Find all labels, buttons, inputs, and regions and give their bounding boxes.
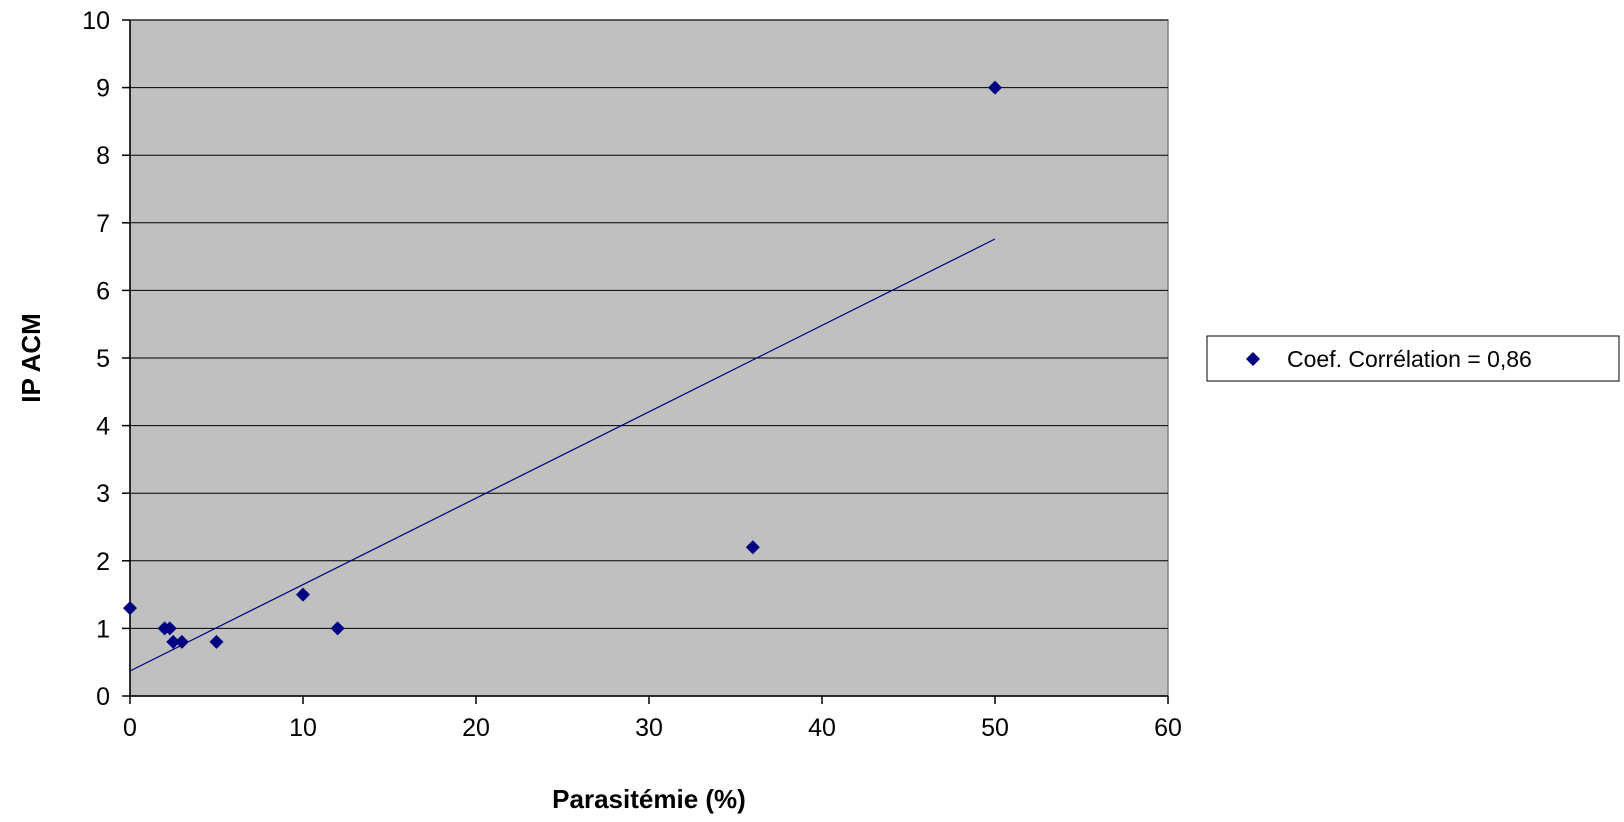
y-tick-label: 7 <box>96 210 110 238</box>
axes <box>129 20 1168 697</box>
x-tick-label: 40 <box>808 714 836 742</box>
data-point <box>162 621 177 636</box>
x-tick-label: 20 <box>462 714 490 742</box>
legend-marker-diamond-icon <box>1246 352 1260 366</box>
data-point <box>166 634 181 649</box>
data-point <box>988 80 1002 95</box>
y-tick-label: 4 <box>96 413 110 441</box>
x-tick-label: 10 <box>289 714 317 742</box>
y-tick-label: 9 <box>96 75 110 103</box>
y-tick-label: 5 <box>96 345 110 373</box>
y-axis-title: IP ACM <box>16 313 46 403</box>
data-point <box>123 601 137 616</box>
x-axis-title: Parasitémie (%) <box>552 784 746 814</box>
y-tick-label: 1 <box>96 615 110 643</box>
y-tick-label: 6 <box>96 277 110 305</box>
trendline <box>129 238 996 672</box>
x-tick-labels: 0 10 20 30 40 50 60 <box>123 714 1182 742</box>
y-tick-label: 3 <box>96 480 110 508</box>
y-tick-label: 8 <box>96 142 110 170</box>
x-tick-label: 0 <box>123 714 137 742</box>
x-tick-label: 50 <box>981 714 1009 742</box>
x-tick-label: 60 <box>1154 714 1182 742</box>
x-tick-label: 30 <box>635 714 663 742</box>
data-point <box>330 621 345 636</box>
legend-box <box>1206 335 1620 382</box>
gridlines <box>122 19 1169 704</box>
y-tick-labels: 0 1 2 3 4 5 6 7 8 9 10 <box>82 7 110 711</box>
data-point <box>209 634 224 649</box>
y-tick-label: 2 <box>96 548 110 576</box>
y-tick-label: 10 <box>82 7 110 35</box>
data-point <box>745 540 760 555</box>
y-tick-label: 0 <box>96 683 110 711</box>
data-point <box>296 587 310 602</box>
legend-entry: Coef. Corrélation = 0,86 <box>1287 346 1532 372</box>
data-point <box>174 634 189 649</box>
data-points <box>123 80 1002 649</box>
legend: Coef. Corrélation = 0,86 <box>1206 335 1620 382</box>
